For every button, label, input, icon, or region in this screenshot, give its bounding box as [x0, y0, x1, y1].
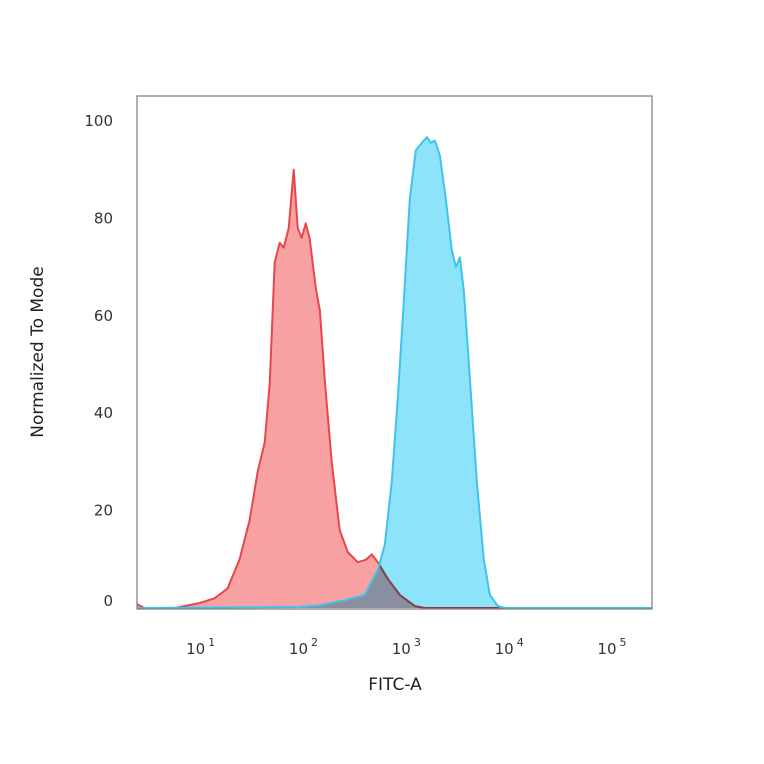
y-axis-title: Normalized To Mode — [28, 266, 48, 437]
x-tick-base: 10 — [186, 640, 205, 658]
x-tick-label: 10 4 — [495, 636, 524, 658]
series-1-line — [136, 168, 652, 609]
y-tick-label: 40 — [94, 404, 113, 422]
series-1-fill — [137, 169, 652, 608]
x-axis-title: FITC-A — [368, 675, 422, 695]
y-tick-label: 60 — [94, 307, 113, 325]
x-tick-labels: 10 1 10 2 10 3 10 4 10 5 — [186, 636, 626, 658]
x-tick-base: 10 — [597, 640, 616, 658]
series-2-fill — [137, 137, 652, 608]
x-tick-label: 10 3 — [392, 636, 421, 658]
x-tick-base: 10 — [289, 640, 308, 658]
x-tick-exponent: 3 — [414, 636, 421, 649]
x-tick-label: 10 2 — [289, 636, 318, 658]
x-tick-exponent: 4 — [517, 636, 524, 649]
x-tick-base: 10 — [392, 640, 411, 658]
series-2-line — [136, 136, 652, 609]
series-layer — [136, 136, 652, 609]
y-tick-label: 0 — [103, 592, 113, 610]
x-tick-label: 10 1 — [186, 636, 215, 658]
plot-frame — [136, 95, 653, 610]
y-tick-label: 100 — [84, 112, 113, 130]
x-tick-base: 10 — [495, 640, 514, 658]
x-tick-label: 10 5 — [597, 636, 626, 658]
y-tick-label: 20 — [94, 502, 113, 520]
y-tick-labels: 0 20 40 60 80 100 — [84, 112, 113, 610]
x-tick-exponent: 5 — [620, 636, 627, 649]
x-tick-exponent: 1 — [208, 636, 215, 649]
x-tick-exponent: 2 — [311, 636, 318, 649]
y-tick-label: 80 — [94, 209, 113, 227]
